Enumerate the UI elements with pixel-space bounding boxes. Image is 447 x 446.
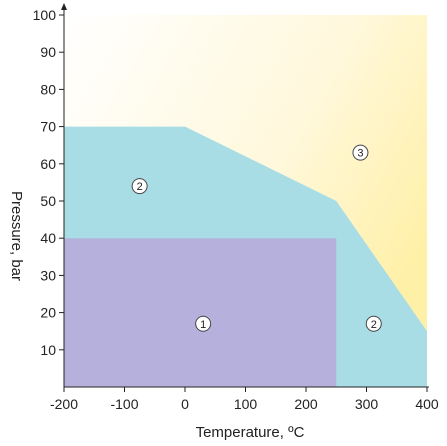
y-tick-label: 90 xyxy=(40,44,56,60)
y-tick-label: 30 xyxy=(40,267,56,283)
y-tick-label: 80 xyxy=(40,81,56,97)
x-axis-title: Temperature, ºC xyxy=(196,424,305,441)
x-tick-label: -200 xyxy=(50,396,78,412)
zone-label-number: 1 xyxy=(200,319,206,331)
zone-label-circle xyxy=(365,315,382,332)
zone-label-2: 2 xyxy=(131,178,148,195)
x-tick-label: 200 xyxy=(294,396,318,412)
y-tick-label: 10 xyxy=(40,342,56,358)
zone-label-number: 2 xyxy=(371,319,377,331)
zone-label-circle xyxy=(131,178,148,195)
x-tick-label: -100 xyxy=(110,396,138,412)
y-tick-label: 60 xyxy=(40,156,56,172)
y-tick-label: 20 xyxy=(40,305,56,321)
labels-layer: 2 1 2 3 xyxy=(131,144,382,332)
regions-layer xyxy=(64,15,427,387)
axes-layer: -200 -100 0 100 200 300 400 10 20 30 40 50 60 70 80 90 1… xyxy=(33,3,439,412)
y-axis-arrow-icon xyxy=(61,3,67,10)
y-axis-title: Pressure, bar xyxy=(8,191,25,281)
y-tick-label: 40 xyxy=(40,230,56,246)
zone-label-1: 1 xyxy=(195,315,212,332)
x-tick-label: 0 xyxy=(181,396,189,412)
x-tick-label: 100 xyxy=(234,396,258,412)
zone-label-number: 2 xyxy=(137,181,143,193)
zone-label-circle xyxy=(195,315,212,332)
y-tick-label: 70 xyxy=(40,119,56,135)
y-tick-label: 50 xyxy=(40,193,56,209)
zone-label-circle xyxy=(352,144,369,161)
x-tick-label: 300 xyxy=(355,396,379,412)
y-tick-label: 100 xyxy=(33,7,57,23)
region-zone-1 xyxy=(64,238,337,387)
zone-label-number: 3 xyxy=(357,148,363,160)
zone-label-2: 2 xyxy=(365,315,382,332)
x-tick-label: 400 xyxy=(415,396,439,412)
zone-label-3: 3 xyxy=(352,144,369,161)
